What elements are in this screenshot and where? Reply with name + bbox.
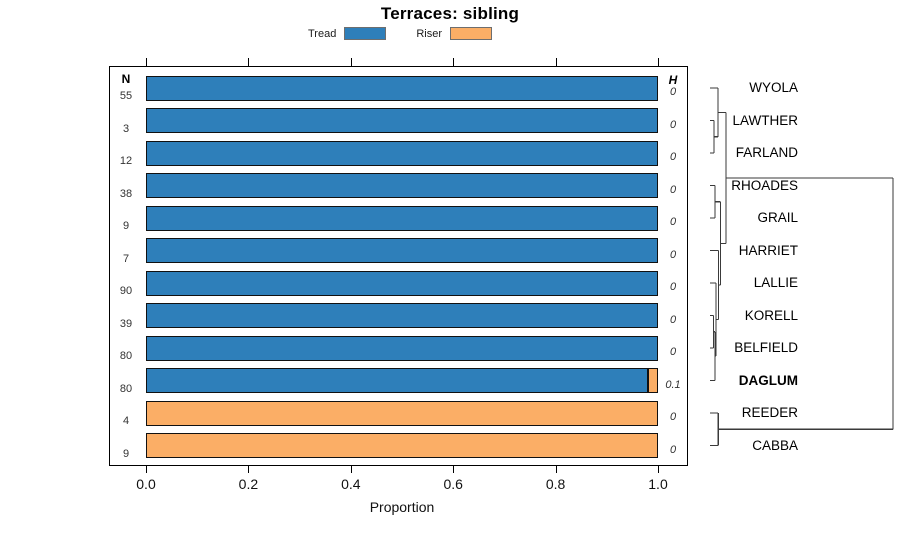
n-value: 7 [122,252,130,265]
n-value: 4 [122,415,130,427]
n-value: 80 [119,350,133,362]
n-value: 3 [122,122,130,135]
h-value: 0 [669,248,677,261]
x-axis-label: Proportion [369,499,435,515]
chart-title: Terraces: sibling [380,4,520,23]
row-label: CABBA [752,437,798,453]
n-value: 90 [119,285,133,297]
bar-segment-tread [146,75,658,101]
row-label: KORELL [744,307,798,323]
h-column-header: H [668,73,678,87]
x-tick-label: 0.0 [136,476,156,492]
bar-segment-riser [146,433,658,458]
legend-swatch-tread [344,27,387,40]
row-label: DAGLUM [738,372,798,388]
legend-label-tread: Tread [308,27,337,40]
legend-label-riser: Riser [416,27,442,40]
n-value: 9 [122,447,130,460]
x-tick-top [658,58,659,66]
x-tick-bottom [453,466,455,473]
bar-segment-riser [647,368,658,393]
h-value: 0 [669,443,677,456]
bar-segment-tread [146,205,658,231]
n-value: 55 [119,90,133,102]
h-value: 0 [669,86,677,98]
legend-item-riser: Riser [416,27,492,40]
n-value: 12 [119,155,133,167]
bar-segment-tread [146,173,658,198]
x-tick-label: 0.6 [443,476,463,492]
h-value: 0 [669,151,677,163]
h-value: 0 [669,313,677,326]
x-tick-bottom [658,466,659,473]
row-label: RHOADES [731,177,798,193]
x-tick-top [350,58,352,66]
bar-segment-tread [146,270,658,296]
x-tick-bottom [350,466,352,473]
x-tick-top [555,58,557,66]
bar-segment-tread [146,238,658,263]
legend: Tread Riser [0,25,800,42]
row-label: FARLAND [735,145,798,160]
row-label: GRAIL [757,210,798,225]
row-label: REEDER [741,405,798,420]
x-tick-bottom [146,466,147,473]
x-tick-bottom [555,466,557,473]
x-tick-label: 0.2 [238,476,259,492]
bar-segment-tread [146,303,658,328]
h-value: 0 [669,411,677,423]
n-value: 9 [122,220,130,232]
legend-swatch-riser [450,27,492,40]
h-value: 0 [669,118,677,131]
legend-item-tread: Tread [308,27,387,40]
bar-segment-tread [146,140,658,166]
row-label: LALLIE [753,275,798,290]
h-value: 0 [669,281,677,293]
n-value: 39 [119,317,133,330]
x-tick-top [453,58,455,66]
x-tick-top [248,58,250,66]
x-tick-bottom [248,466,250,473]
x-tick-label: 0.4 [341,476,361,492]
row-label: HARRIET [738,242,798,258]
n-value: 80 [119,382,133,395]
h-value: 0 [669,346,677,358]
row-label: WYOLA [749,80,798,95]
h-value: 0.1 [665,378,681,391]
bar-segment-riser [146,400,658,426]
x-tick-top [146,58,147,66]
bar-segment-tread [146,335,658,361]
n-column-header: N [121,72,131,86]
x-tick-label: 0.8 [545,476,566,492]
bar-segment-tread [146,108,658,133]
n-value: 38 [119,187,133,200]
bar-segment-tread [146,368,648,393]
row-label: LAWTHER [732,112,798,128]
x-tick-label: 1.0 [648,476,668,492]
h-value: 0 [669,216,677,228]
h-value: 0 [669,183,677,196]
row-label: BELFIELD [734,340,798,355]
